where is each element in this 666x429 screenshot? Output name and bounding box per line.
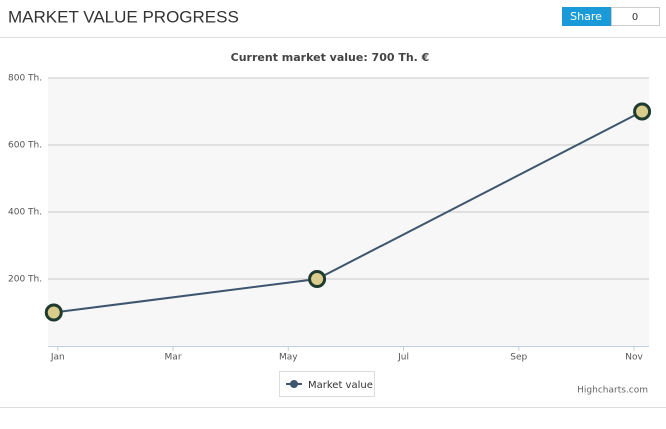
share-button[interactable] [562,7,611,26]
page-title: MARKET VALUE PROGRESS [8,7,239,26]
credits[interactable]: Highcharts.com [577,386,648,396]
y-tick-label: 600 Th. [8,141,42,151]
y-tick-label: 800 Th. [8,74,42,84]
x-tick-label: Sep [510,353,527,363]
point-marker[interactable] [44,303,63,322]
x-tick-label: May [279,353,298,363]
legend-label[interactable]: Market value [308,380,373,391]
y-tick-label: 400 Th. [8,208,42,218]
share-count-box [611,7,660,26]
x-tick-label: Nov [625,353,643,363]
y-tick-label: 200 Th. [8,275,42,285]
x-tick-label: Mar [165,353,182,363]
share-label[interactable]: Share [570,10,602,23]
share-count: 0 [632,12,638,23]
point-marker[interactable] [633,102,652,121]
chart-title: Current market value: 700 Th. € [231,51,430,64]
x-tick-label: Jan [50,353,65,363]
x-tick-label: Jul [397,353,409,363]
point-marker[interactable] [308,270,327,288]
legend-marker [290,380,298,388]
